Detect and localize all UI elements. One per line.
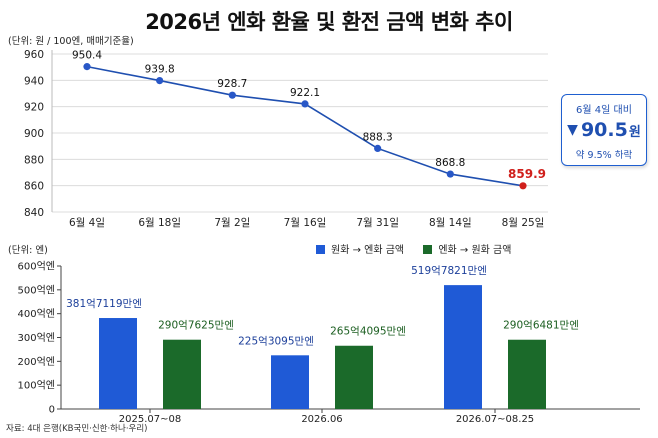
legend-item-krw-to-jpy: 원화 → 엔화 금액: [316, 241, 404, 256]
data-point: [83, 63, 91, 71]
x-tick-label: 6월 18일: [138, 216, 181, 229]
data-label: 950.4: [72, 50, 102, 62]
data-label: 939.8: [145, 64, 175, 76]
bar: [508, 339, 546, 409]
y-tick-label: 940: [24, 75, 44, 87]
change-callout-box: 6월 4일 대비 ▼ 90.5원 약 9.5% 하락: [561, 94, 647, 166]
legend-label-jpy-to-krw: 엔화 → 원화 금액: [438, 245, 512, 256]
y-tick-label: 860: [24, 181, 44, 193]
callout-number: 90.5: [580, 119, 628, 141]
data-label: 928.7: [217, 78, 247, 90]
x-tick-label: 2025.07~08: [119, 414, 181, 425]
x-tick-label: 7월 16일: [284, 216, 327, 229]
x-tick-label: 2026.06: [301, 414, 342, 425]
x-tick-label: 8월 25일: [502, 216, 545, 229]
legend-label-krw-to-jpy: 원화 → 엔화 금액: [331, 245, 405, 256]
bar-value-label: 519억7821만엔: [411, 265, 487, 277]
bar: [99, 318, 137, 409]
y-tick-label: 920: [24, 102, 44, 114]
bar: [163, 339, 201, 409]
y-tick-label: 840: [24, 207, 44, 219]
data-point: [228, 91, 236, 99]
bar-chart-unit-label: (단위: 엔): [8, 245, 48, 256]
data-label: 868.8: [435, 157, 465, 169]
bar: [444, 285, 482, 409]
data-label: 859.9: [508, 167, 546, 181]
bar-value-label: 381억7119만엔: [66, 298, 142, 310]
callout-unit: 원: [628, 125, 641, 140]
bar: [335, 345, 373, 409]
legend-swatch-green: [423, 245, 433, 254]
bar-value-label: 290억6481만엔: [503, 320, 579, 332]
x-tick-label: 7월 2일: [214, 216, 250, 229]
x-tick-label: 8월 14일: [429, 216, 472, 229]
legend-swatch-blue: [316, 245, 325, 254]
y-tick-label: 600억엔: [18, 261, 56, 273]
chart-title: 2026년 엔화 환율 및 환전 금액 변화 추이: [145, 10, 513, 34]
y-tick-label: 400억엔: [18, 308, 56, 320]
y-tick-label: 100억엔: [18, 380, 56, 392]
data-label: 922.1: [290, 87, 320, 99]
legend-item-jpy-to-krw: 엔화 → 원화 금액: [423, 241, 511, 256]
bar-value-label: 265억4095만엔: [330, 326, 406, 338]
bar-value-label: 290억7625만엔: [158, 320, 234, 332]
y-tick-label: 300억엔: [18, 332, 56, 344]
down-triangle-icon: ▼: [567, 122, 578, 138]
y-tick-label: 500억엔: [18, 284, 56, 296]
y-tick-label: 880: [24, 154, 44, 166]
y-tick-label: 200억엔: [18, 356, 56, 368]
callout-percent: 약 9.5% 하락: [575, 150, 633, 161]
source-note: 자료: 4대 은행(KB국민·신한·하나·우리): [6, 424, 148, 434]
line-chart-unit-label: (단위: 원 / 100엔, 매매기준율): [8, 36, 134, 47]
y-tick-label: 0: [49, 405, 55, 416]
callout-date: 6월 4일 대비: [576, 105, 632, 116]
data-point: [519, 182, 527, 190]
bar-chart-legend: 원화 → 엔화 금액 엔화 → 원화 금액: [316, 241, 527, 256]
data-point: [374, 144, 382, 153]
callout-value: ▼ 90.5원: [562, 119, 646, 144]
y-tick-label: 900: [24, 128, 44, 140]
x-tick-label: 6월 4일: [69, 216, 105, 229]
data-point: [301, 100, 309, 108]
x-tick-label: 2026.07~08.25: [456, 414, 534, 425]
x-tick-label: 7월 31일: [356, 216, 399, 229]
data-label: 888.3: [363, 131, 393, 143]
bar: [271, 355, 309, 409]
line-chart: 960 940 920 900 880 860 840 6월 4일 6월 18일 7월 2일 7월 …: [24, 49, 548, 229]
data-point: [156, 76, 164, 85]
data-point: [446, 170, 454, 178]
bar-value-label: 225억3095만엔: [238, 335, 314, 347]
y-tick-label: 960: [24, 49, 44, 61]
